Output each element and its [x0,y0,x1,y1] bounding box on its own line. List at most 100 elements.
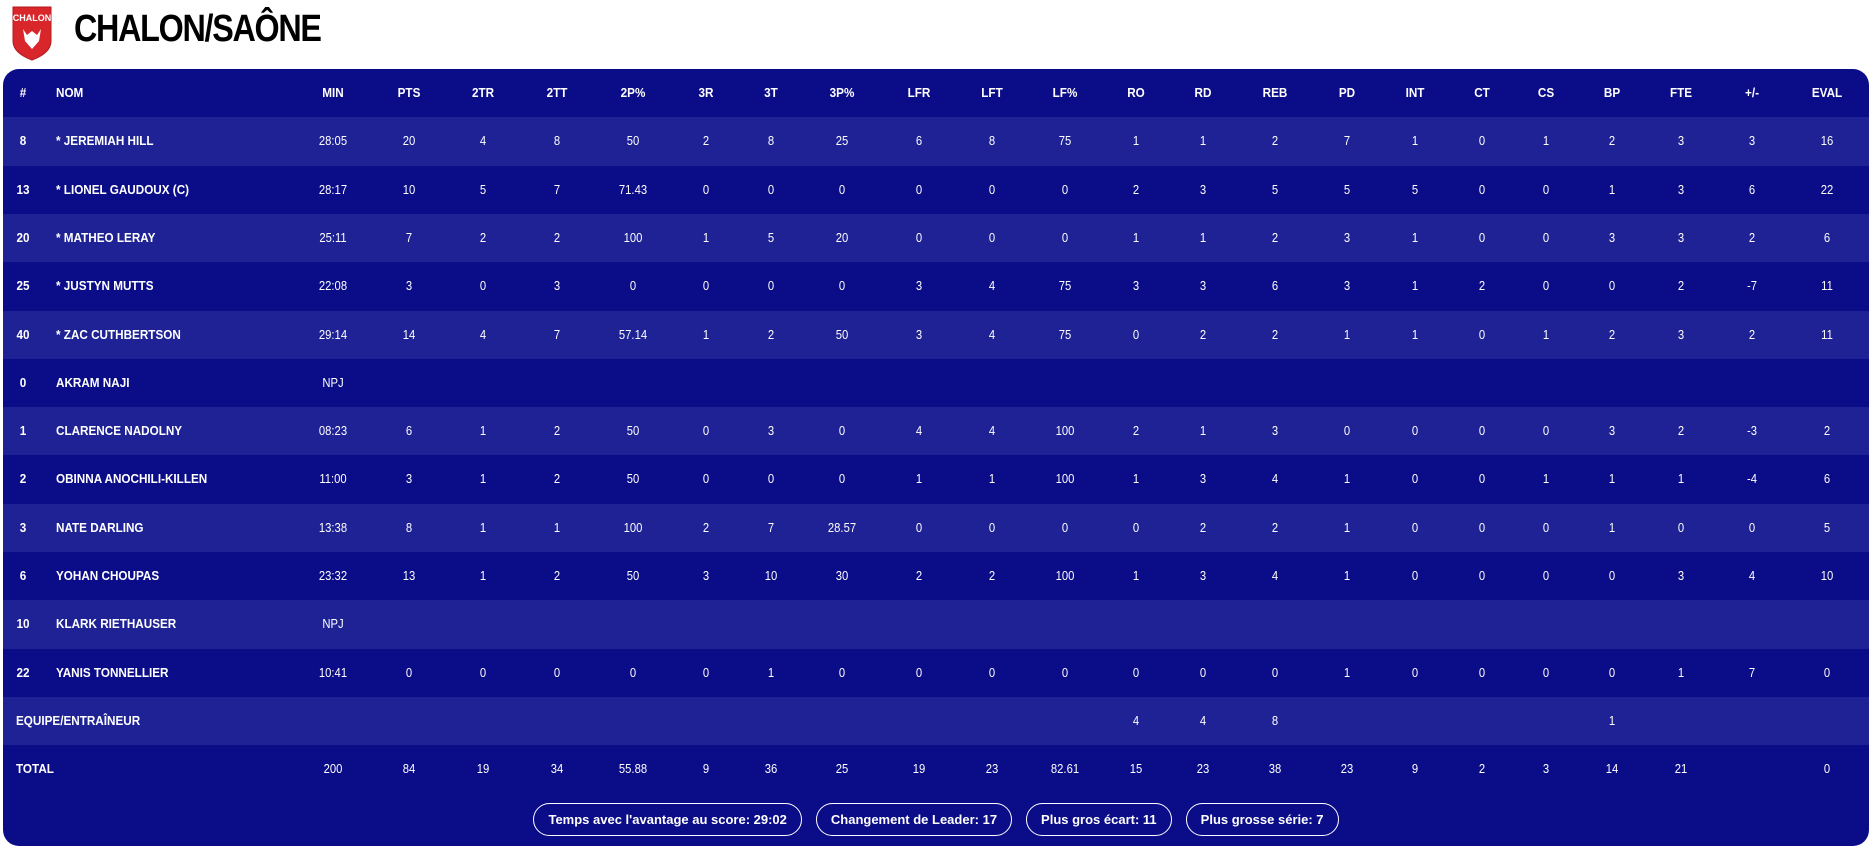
stat-cell: 1 [1133,230,1140,245]
stat-cell: 2 [1748,327,1755,342]
stat-pill: Plus gros écart: 11 [1026,803,1172,836]
stat-cell: 0 [1478,134,1485,149]
stat-cell: 1 [479,569,486,583]
column-header: CS [1538,85,1555,100]
stat-cell: 16 [1820,134,1834,149]
stat-cell: 20 [16,229,30,245]
stat-cell: 8 [553,134,560,149]
stat-cell: 4 [1271,569,1279,583]
stat-cell: -4 [1746,472,1757,487]
stat-cell: 3 [1678,134,1685,149]
stat-cell: 2 [767,327,774,342]
stat-cell: 0 [405,665,412,680]
stat-cell: 3 [915,327,923,342]
stat-pill: Changement de Leader: 17 [815,803,1013,836]
stat-cell: 0 [1478,569,1485,583]
stat-cell: 4 [479,134,486,149]
stat-cell: 1 [1543,327,1550,342]
stat-cell: 28.57 [828,520,857,535]
stat-cell: 0 [1678,520,1685,535]
column-header: INT [1405,85,1425,100]
stat-cell: 0 [1478,665,1485,680]
column-header: LFR [907,85,931,100]
player-row: EQUIPE/ENTRAÎNEUR 4 4 8 1 [3,696,1869,746]
stat-cell: 1 [1411,230,1419,245]
column-header: NOM [56,85,84,100]
column-header: PTS [397,85,421,100]
stat-cell: 3 [405,472,412,487]
column-header: PD [1338,85,1355,100]
stat-cell: 50 [627,134,640,149]
player-row: 20 * MATHEO LERAY 25:11 7 2 2 100 1 5 20 0 0 0 1 1 2 3 1 0… [3,213,1869,263]
stat-cell: 23 [1340,762,1354,777]
stat-cell: 36 [764,762,778,777]
stat-cell: 4 [988,424,995,439]
stat-cell: 4 [1271,472,1279,487]
stat-cell: 0 [703,472,710,487]
stat-cell: 100 [1055,472,1075,487]
stat-cell: 5 [479,182,486,197]
stat-cell: 6 [405,424,412,439]
stat-cell: 7 [553,182,560,197]
stat-cell: 4 [988,279,995,294]
stat-cell: 0 [839,424,846,439]
stat-cell: 3 [1200,182,1207,197]
stat-cell: 6 [1748,182,1755,197]
stat-cell: 11 [1821,327,1833,342]
stat-cell: 8 [19,133,26,149]
stat-cell: 13:38 [319,520,348,535]
stat-cell: 9 [1411,762,1419,777]
stat-cell: 7 [767,520,774,535]
stat-cell: 1 [1133,472,1140,487]
stat-cell: 10 [1820,569,1834,583]
column-header: 3T [763,85,778,100]
stat-cell: 1 [1343,472,1350,487]
stat-cell: 75 [1058,327,1071,342]
stat-cell: 3 [1608,424,1616,439]
stat-cell: 0 [915,182,923,197]
stat-cell: 3 [1200,472,1207,487]
stat-cell: 55.88 [619,762,648,777]
stat-cell: 1 [767,665,774,680]
stat-cell: 3 [1678,327,1685,342]
game-stats: Temps avec l'avantage au score: 29:02 Cha… [3,803,1869,836]
stat-cell: 2 [553,569,560,583]
stat-cell: 0 [839,472,846,487]
stat-cell: 22 [1820,182,1834,197]
column-header: 3R [698,85,714,100]
stat-cell: 0 [1478,424,1485,439]
stat-cell: NPJ [322,617,345,632]
column-header: FTE [1670,85,1693,100]
stat-cell: 0 [1478,472,1485,487]
stat-cell: 0 [1411,569,1419,583]
stat-cell: 19 [476,762,490,777]
stat-cell: 0 [1061,230,1068,245]
player-row: 3 NATE DARLING 13:38 8 1 1 100 2 7 28.57 0 0 0 0 2 2 1 0 0… [3,503,1869,552]
stat-cell: 57.14 [619,327,648,342]
player-name: KLARK RIETHAUSER [56,616,177,632]
stat-cell: 82.61 [1050,762,1079,777]
stat-cell: 2 [553,230,560,245]
stat-cell: 1 [479,472,486,487]
player-name: * ZAC CUTHBERTSON [56,326,181,342]
stat-cell: 1 [1343,569,1350,583]
stat-cell: 3 [1200,569,1207,583]
stat-cell: 0 [1133,327,1140,342]
stat-cell: 1 [1411,327,1419,342]
stat-cell: 0 [1824,665,1831,680]
player-row: 6 YOHAN CHOUPAS 23:32 13 1 2 50 3 10 30 2 2 100 1 3 4 1 0… [3,552,1869,600]
team-logo: CHALON [12,6,52,61]
stat-cell: 0 [767,279,774,294]
stat-cell: 0 [1608,569,1616,583]
stat-cell: 0 [839,279,846,294]
stat-cell: 1 [1200,230,1207,245]
stat-cell: 1 [1411,134,1419,149]
stat-cell: 2 [703,520,710,535]
stat-cell: 9 [703,762,710,777]
stat-cell: 2 [1824,424,1831,439]
stat-cell: 8 [767,134,774,149]
stat-cell: 0 [1061,665,1068,680]
stat-cell: 3 [1748,134,1755,149]
stat-cell: 71.43 [619,182,648,197]
